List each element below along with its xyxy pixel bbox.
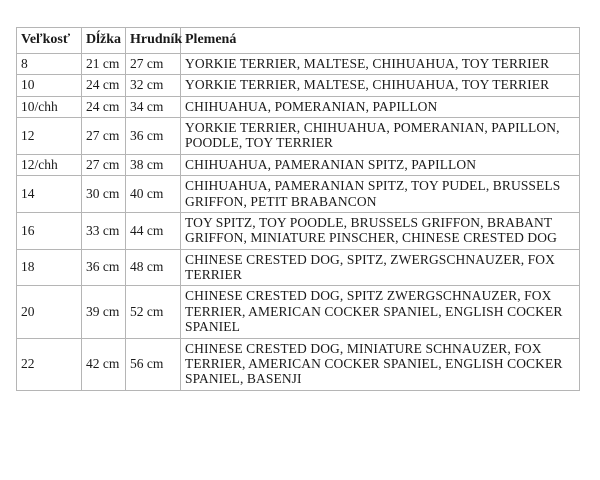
cell-size: 20 xyxy=(16,285,82,339)
table-row: 14 30 cm 40 cm CHIHUAHUA, PAMERANIAN SPI… xyxy=(16,175,580,213)
cell-breeds: CHINESE CRESTED DOG, SPITZ, ZWERGSCHNAUZ… xyxy=(180,248,580,287)
cell-chest: 36 cm xyxy=(125,117,181,155)
column-header-size: Veľkosť xyxy=(16,27,82,54)
column-header-chest: Hrudník xyxy=(125,27,182,54)
cell-chest: 32 cm xyxy=(125,74,181,97)
cell-breeds: CHINESE CRESTED DOG, MINIATURE SCHNAUZER… xyxy=(180,337,580,391)
cell-length: 36 cm xyxy=(81,248,126,287)
table-body: 8 21 cm 27 cm YORKIE TERRIER, MALTESE, C… xyxy=(16,52,580,391)
cell-size: 10 xyxy=(16,74,82,97)
cell-size: 10/chh xyxy=(16,95,82,119)
cell-length: 39 cm xyxy=(81,285,126,339)
dog-size-chart-table: Veľkosť Dĺžka Hrudník Plemená 8 21 cm 27… xyxy=(16,27,580,391)
cell-size: 18 xyxy=(16,248,82,287)
cell-size: 16 xyxy=(16,211,82,250)
cell-length: 27 cm xyxy=(81,117,126,155)
table-row: 12 27 cm 36 cm YORKIE TERRIER, CHIHUAHUA… xyxy=(16,117,580,155)
cell-chest: 52 cm xyxy=(125,285,181,339)
cell-chest: 44 cm xyxy=(125,211,181,250)
cell-breeds: YORKIE TERRIER, MALTESE, CHIHUAHUA, TOY … xyxy=(180,52,580,76)
cell-chest: 48 cm xyxy=(125,248,181,287)
table-row: 16 33 cm 44 cm TOY SPITZ, TOY POODLE, BR… xyxy=(16,211,580,250)
cell-size: 22 xyxy=(16,337,82,391)
cell-breeds: YORKIE TERRIER, MALTESE, CHIHUAHUA, TOY … xyxy=(180,74,580,97)
cell-breeds: TOY SPITZ, TOY POODLE, BRUSSELS GRIFFON,… xyxy=(180,211,580,250)
cell-length: 42 cm xyxy=(81,337,126,391)
cell-size: 12/chh xyxy=(16,153,82,177)
cell-length: 21 cm xyxy=(81,52,126,76)
cell-length: 33 cm xyxy=(81,211,126,250)
cell-breeds: YORKIE TERRIER, CHIHUAHUA, POMERANIAN, P… xyxy=(180,117,580,155)
cell-breeds: CHIHUAHUA, POMERANIAN, PAPILLON xyxy=(180,95,580,119)
cell-length: 27 cm xyxy=(81,153,126,177)
table-row: 10 24 cm 32 cm YORKIE TERRIER, MALTESE, … xyxy=(16,74,580,97)
cell-size: 14 xyxy=(16,175,82,213)
cell-breeds: CHIHUAHUA, PAMERANIAN SPITZ, TOY PUDEL, … xyxy=(180,175,580,213)
table-row: 22 42 cm 56 cm CHINESE CRESTED DOG, MINI… xyxy=(16,337,580,391)
cell-breeds: CHIHUAHUA, PAMERANIAN SPITZ, PAPILLON xyxy=(180,153,580,177)
table-row: 20 39 cm 52 cm CHINESE CRESTED DOG, SPIT… xyxy=(16,285,580,339)
table-row: 18 36 cm 48 cm CHINESE CRESTED DOG, SPIT… xyxy=(16,248,580,287)
column-header-length: Dĺžka xyxy=(81,27,126,54)
cell-chest: 27 cm xyxy=(125,52,181,76)
table-row: 8 21 cm 27 cm YORKIE TERRIER, MALTESE, C… xyxy=(16,52,580,76)
cell-chest: 34 cm xyxy=(125,95,181,119)
cell-chest: 38 cm xyxy=(125,153,181,177)
cell-size: 12 xyxy=(16,117,82,155)
cell-length: 30 cm xyxy=(81,175,126,213)
cell-length: 24 cm xyxy=(81,95,126,119)
cell-chest: 56 cm xyxy=(125,337,181,391)
cell-breeds: CHINESE CRESTED DOG, SPITZ ZWERGSCHNAUZE… xyxy=(180,285,580,339)
table-header-row: Veľkosť Dĺžka Hrudník Plemená xyxy=(16,27,580,54)
table-row: 12/chh 27 cm 38 cm CHIHUAHUA, PAMERANIAN… xyxy=(16,153,580,177)
cell-chest: 40 cm xyxy=(125,175,181,213)
table-header: Veľkosť Dĺžka Hrudník Plemená xyxy=(16,27,580,54)
column-header-breeds: Plemená xyxy=(180,27,580,54)
cell-length: 24 cm xyxy=(81,74,126,97)
table-row: 10/chh 24 cm 34 cm CHIHUAHUA, POMERANIAN… xyxy=(16,95,580,119)
cell-size: 8 xyxy=(16,52,82,76)
